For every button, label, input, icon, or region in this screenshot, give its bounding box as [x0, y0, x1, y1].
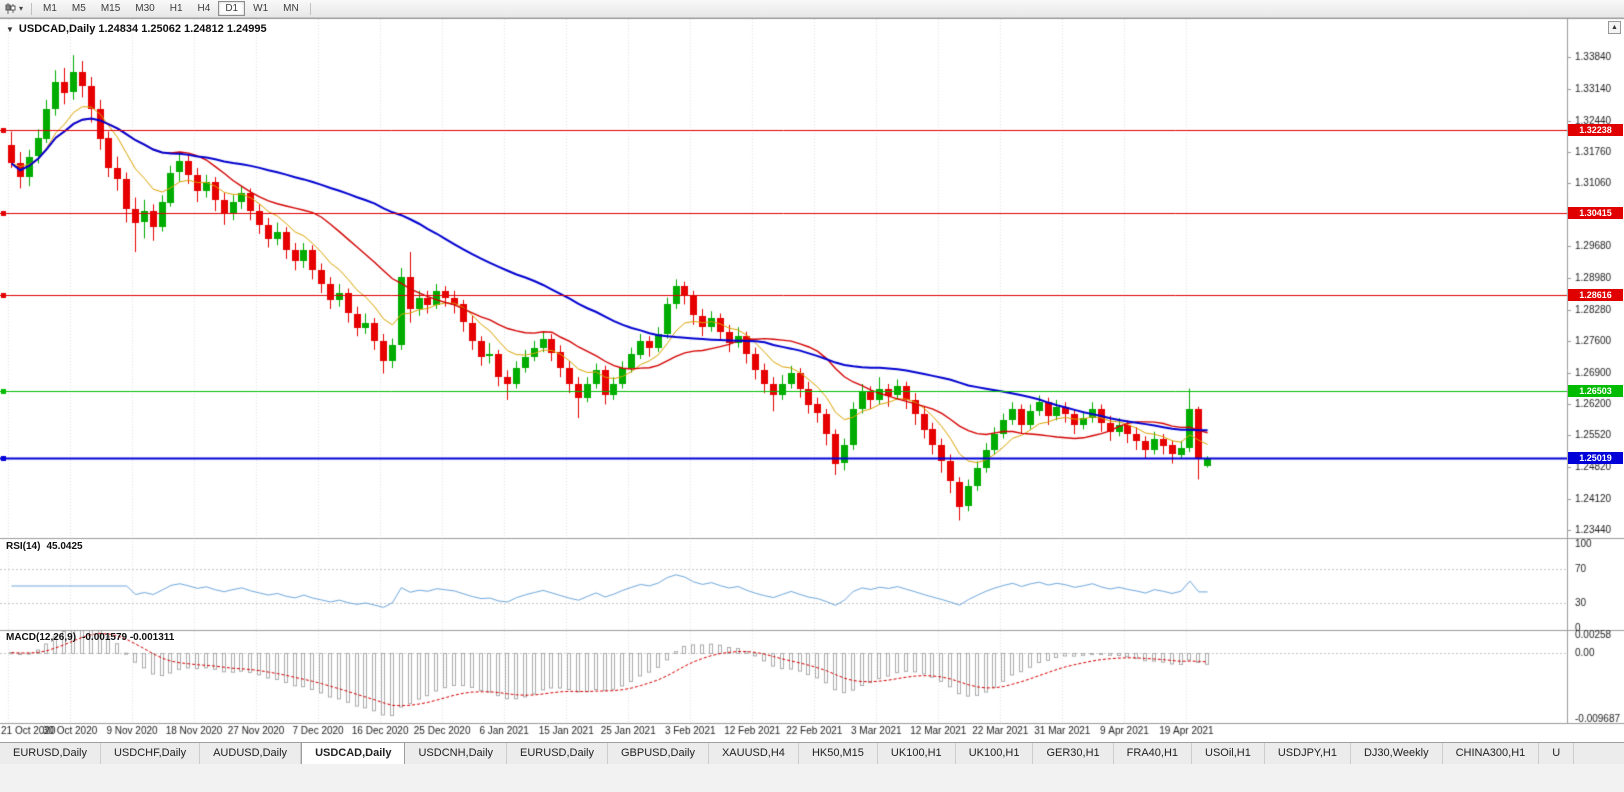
chart-tab-u[interactable]: U: [1539, 743, 1575, 764]
chart-tab-usdchf-daily[interactable]: USDCHF,Daily: [101, 743, 201, 764]
timeframe-mn-button[interactable]: MN: [283, 3, 299, 14]
toolbar-separator: [31, 2, 33, 15]
timeframe-m30-button[interactable]: M30: [135, 3, 155, 14]
chart-tab-usdcad-daily[interactable]: USDCAD,Daily: [301, 743, 406, 764]
chart-type-icon[interactable]: [4, 2, 17, 15]
bottom-strip: [0, 764, 1624, 792]
toolbar-separator: [309, 2, 311, 15]
timeframe-m5-button[interactable]: M5: [71, 3, 86, 14]
chart-tab-eurusd-daily[interactable]: EURUSD,Daily: [0, 743, 101, 764]
chart-tab-uk100-h1[interactable]: UK100,H1: [956, 743, 1034, 764]
timeframe-h1-button[interactable]: H1: [169, 3, 183, 14]
chart-tab-dj30-weekly[interactable]: DJ30,Weekly: [1351, 743, 1443, 764]
timeframe-group: M1 M5 M15 M30 H1 H4 D1 W1 MN: [36, 1, 306, 16]
timeframe-h4-button[interactable]: H4: [197, 3, 211, 14]
chart-tab-usoil-h1[interactable]: USOil,H1: [1192, 743, 1265, 764]
chart-tab-uk100-h1[interactable]: UK100,H1: [878, 743, 956, 764]
chart-tab-gbpusd-daily[interactable]: GBPUSD,Daily: [608, 743, 709, 764]
timeframe-m15-button[interactable]: M15: [100, 3, 121, 14]
chart-scroll-up-button[interactable]: ▲: [1608, 21, 1621, 34]
timeframe-m1-button[interactable]: M1: [43, 3, 57, 14]
chart-tab-eurusd-daily[interactable]: EURUSD,Daily: [507, 743, 608, 764]
timeframe-d1-button[interactable]: D1: [218, 1, 246, 16]
timeframe-w1-button[interactable]: W1: [253, 3, 269, 14]
chart-tab-usdcnh-daily[interactable]: USDCNH,Daily: [405, 743, 508, 764]
chart-tab-bar: EURUSD,Daily USDCHF,Daily AUDUSD,Daily USDC…: [0, 742, 1624, 764]
chart-tab-china300-h1[interactable]: CHINA300,H1: [1443, 743, 1540, 764]
chart-type-dropdown-caret-icon[interactable]: ▾: [19, 4, 24, 13]
chart-tab-fra40-h1[interactable]: FRA40,H1: [1114, 743, 1193, 764]
chart-tab-ger30-h1[interactable]: GER30,H1: [1033, 743, 1114, 764]
chart-tab-hk50-m15[interactable]: HK50,M15: [799, 743, 878, 764]
candlestick-chart-icon: [5, 3, 16, 14]
chart-tab-xauusd-h4[interactable]: XAUUSD,H4: [709, 743, 799, 764]
toolbar: ▾ M1 M5 M15 M30 H1 H4 D1 W1 MN: [0, 0, 1624, 18]
price-chart-canvas[interactable]: [0, 18, 1624, 742]
chart-tab-audusd-daily[interactable]: AUDUSD,Daily: [200, 743, 302, 764]
chart-tab-usdjpy-h1[interactable]: USDJPY,H1: [1265, 743, 1351, 764]
